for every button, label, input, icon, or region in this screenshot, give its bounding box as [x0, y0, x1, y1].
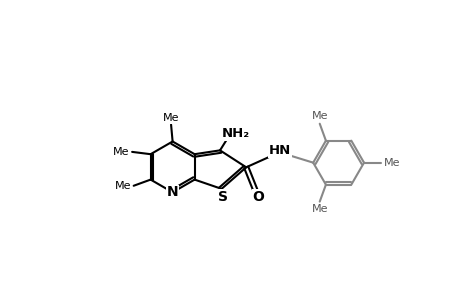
Text: Me: Me: [113, 147, 129, 157]
Text: Me: Me: [162, 113, 179, 123]
Text: NH₂: NH₂: [221, 127, 249, 140]
Text: N: N: [167, 185, 178, 199]
Text: Me: Me: [311, 204, 327, 214]
Text: S: S: [218, 190, 228, 203]
Text: Me: Me: [383, 158, 399, 168]
Text: Me: Me: [114, 181, 131, 191]
Text: Me: Me: [311, 111, 327, 121]
Text: O: O: [252, 190, 264, 203]
Text: HN: HN: [269, 144, 291, 157]
